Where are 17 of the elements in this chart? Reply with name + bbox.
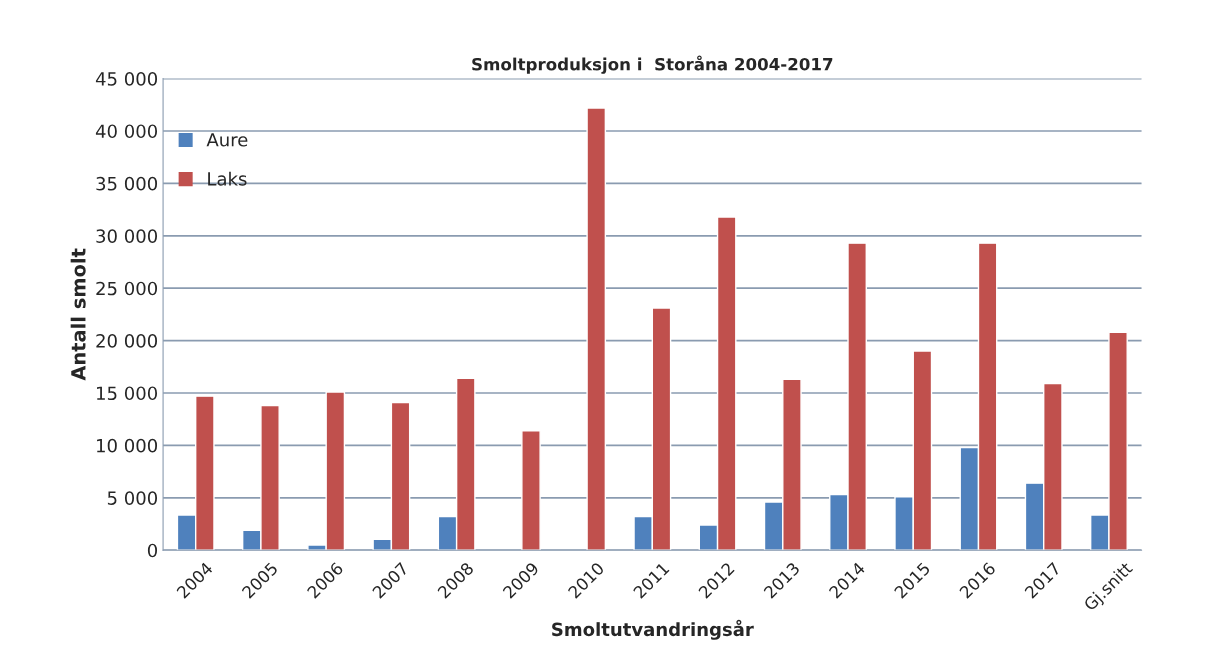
y-tick-label: 35 000: [96, 176, 158, 191]
x-axis-title: Smoltutvandringsår: [552, 619, 754, 640]
bar: [521, 430, 541, 551]
bar: [586, 107, 607, 551]
y-tick-label: 45 000: [95, 72, 158, 86]
y-axis-title: Antall smolt: [70, 248, 86, 381]
y-tick-label: 20 000: [96, 334, 158, 348]
legend-label: Laks: [208, 171, 247, 186]
chart-title: Smoltproduksjon i Storåna 2004-2017: [472, 55, 833, 74]
y-tick-label: 25 000: [96, 281, 158, 296]
y-tick-label: 10 000: [97, 438, 158, 453]
y-tick-label: 0: [147, 543, 158, 558]
y-tick-label: 30 000: [96, 229, 158, 243]
y-tick-label: 5 000: [107, 491, 158, 505]
y-tick-label: 15 000: [97, 386, 158, 401]
y-tick-label: 40 000: [95, 124, 158, 139]
legend-label: Aure: [206, 133, 248, 147]
